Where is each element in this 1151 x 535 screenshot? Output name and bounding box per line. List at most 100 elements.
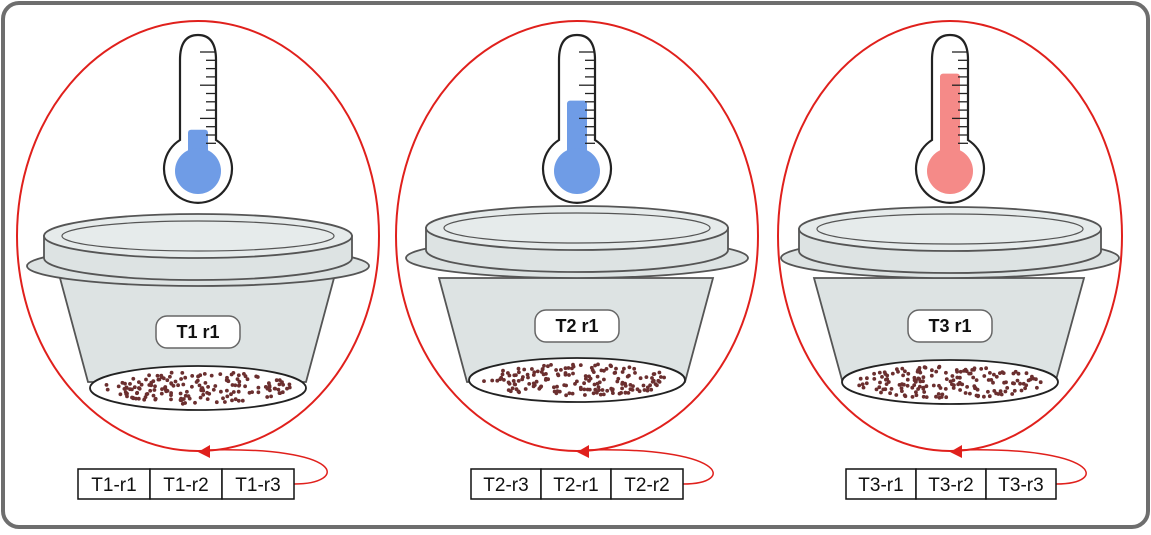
seed bbox=[144, 377, 148, 382]
seed-pile bbox=[482, 362, 666, 398]
seed bbox=[211, 387, 216, 392]
seed bbox=[525, 372, 530, 377]
seed bbox=[181, 382, 186, 387]
seed bbox=[245, 377, 250, 382]
seed bbox=[998, 389, 1003, 394]
seed bbox=[221, 396, 225, 401]
seed bbox=[620, 382, 625, 386]
seed bbox=[598, 392, 603, 397]
seed bbox=[872, 377, 877, 381]
seed bbox=[918, 370, 923, 375]
seed bbox=[125, 394, 129, 399]
seed bbox=[644, 375, 649, 379]
seed bbox=[168, 374, 172, 379]
seed bbox=[539, 384, 544, 389]
seed bbox=[490, 378, 495, 383]
seed bbox=[913, 380, 918, 384]
seed bbox=[583, 393, 587, 397]
seed bbox=[910, 395, 915, 399]
seed bbox=[910, 385, 915, 390]
seed bbox=[972, 366, 977, 371]
seed bbox=[1015, 378, 1020, 383]
seed bbox=[951, 386, 956, 390]
seed bbox=[958, 388, 962, 392]
seed bbox=[902, 393, 907, 398]
seed bbox=[530, 367, 534, 371]
seed bbox=[982, 374, 987, 378]
seed bbox=[128, 382, 132, 386]
seed bbox=[605, 388, 610, 393]
seed bbox=[180, 371, 185, 375]
seed bbox=[645, 388, 650, 393]
highlight-ellipse bbox=[395, 20, 759, 452]
seed bbox=[231, 390, 236, 394]
seed bbox=[233, 397, 238, 402]
seed bbox=[992, 389, 997, 393]
seed bbox=[940, 392, 945, 397]
seed bbox=[181, 397, 186, 401]
seed bbox=[965, 385, 969, 389]
seed bbox=[622, 366, 626, 371]
seed bbox=[895, 367, 899, 372]
seed bbox=[986, 378, 991, 382]
seed bbox=[508, 389, 513, 394]
seed bbox=[641, 383, 646, 388]
seed bbox=[944, 377, 949, 381]
seed bbox=[630, 388, 635, 392]
seed bbox=[563, 366, 568, 371]
seed bbox=[143, 395, 148, 399]
seed bbox=[151, 393, 156, 398]
seed bbox=[1023, 386, 1027, 391]
seed bbox=[237, 379, 242, 384]
seed bbox=[596, 385, 601, 389]
replicate-cell bbox=[540, 468, 612, 500]
seed bbox=[865, 376, 869, 381]
seed bbox=[148, 388, 153, 393]
seed bbox=[608, 363, 613, 368]
seed bbox=[562, 383, 567, 387]
container: T1 r1 bbox=[26, 213, 370, 411]
seed bbox=[527, 382, 532, 386]
seed bbox=[230, 398, 234, 403]
seed bbox=[199, 386, 204, 391]
seed bbox=[116, 384, 121, 389]
seed bbox=[882, 370, 887, 375]
seed bbox=[582, 387, 587, 392]
seed bbox=[255, 375, 260, 379]
seed bbox=[213, 384, 218, 388]
seed bbox=[906, 371, 911, 376]
seed bbox=[159, 391, 164, 396]
seed bbox=[136, 396, 141, 401]
seed bbox=[944, 395, 949, 400]
seed bbox=[627, 365, 632, 370]
replicate-cell bbox=[77, 468, 151, 500]
seed bbox=[602, 368, 606, 373]
seed bbox=[659, 375, 663, 379]
seed bbox=[900, 366, 905, 371]
seed bbox=[858, 376, 863, 381]
seed bbox=[535, 369, 540, 374]
replicate-cell bbox=[845, 468, 917, 500]
seed bbox=[137, 380, 141, 384]
seed bbox=[631, 384, 635, 388]
seed bbox=[194, 380, 199, 384]
seed bbox=[929, 373, 934, 378]
seed bbox=[169, 391, 173, 395]
seed bbox=[570, 391, 575, 396]
seed bbox=[274, 378, 279, 383]
seed bbox=[934, 369, 939, 374]
seed bbox=[976, 394, 980, 399]
seed bbox=[593, 363, 597, 368]
seed bbox=[987, 394, 992, 399]
seed bbox=[612, 371, 617, 375]
seed bbox=[567, 373, 571, 377]
seed bbox=[936, 392, 941, 396]
seed bbox=[176, 383, 180, 388]
seed bbox=[549, 363, 553, 367]
seed bbox=[962, 369, 966, 373]
seed bbox=[652, 372, 657, 376]
seed bbox=[276, 387, 281, 392]
seed bbox=[256, 390, 261, 395]
seed bbox=[250, 390, 254, 394]
seed bbox=[514, 373, 518, 377]
